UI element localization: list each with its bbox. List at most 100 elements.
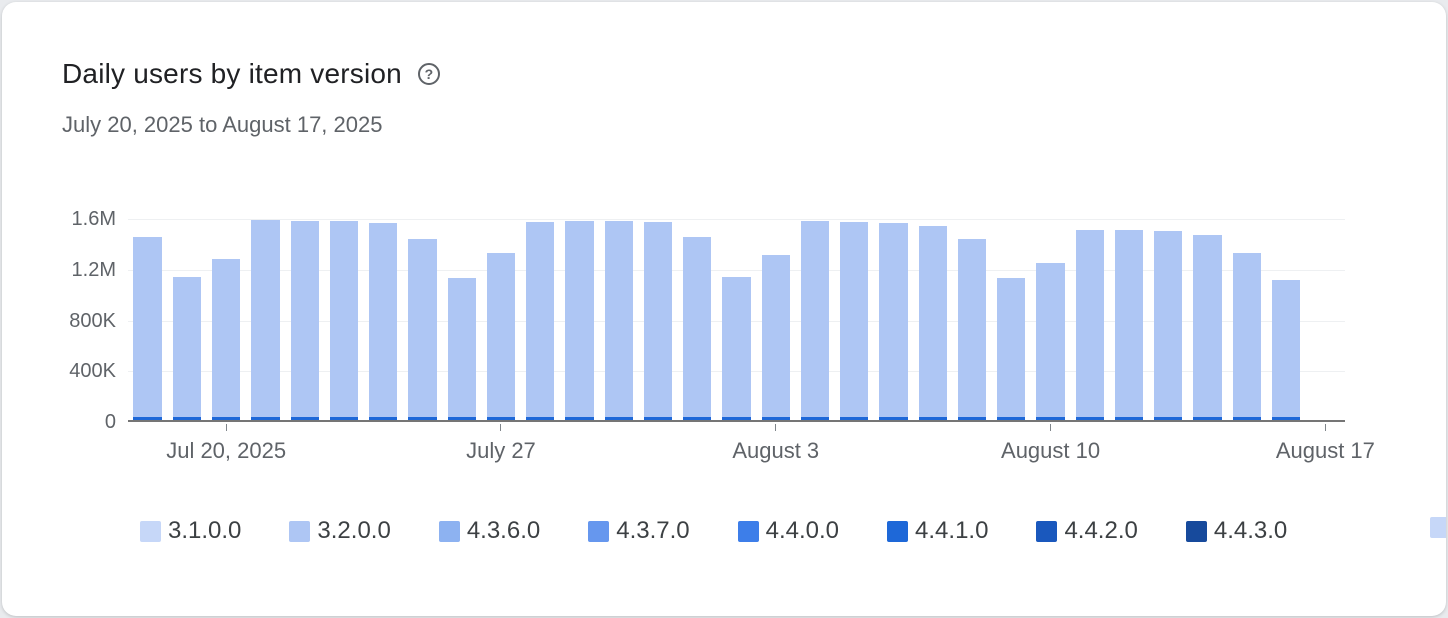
bar-segment-bottom [1232, 416, 1261, 420]
plot-area [128, 219, 1345, 422]
bar-segment-main [251, 219, 280, 417]
tick-mark [1324, 424, 1326, 431]
bar-segment-main [957, 238, 987, 417]
bar[interactable] [840, 222, 869, 420]
bar-segment-main [722, 276, 751, 417]
x-axis-label: August 17 [1275, 438, 1375, 463]
bar[interactable] [212, 258, 241, 420]
bar-segment-bottom [565, 416, 594, 420]
bar-segment-bottom [800, 416, 830, 420]
y-axis-label: 1.6M [71, 208, 116, 230]
legend-item: 3.1.0.0 [140, 517, 241, 545]
legend-label: 4.4.3.0 [1213, 517, 1288, 544]
legend-label: 4.3.7.0 [616, 517, 690, 544]
page-title: Daily users by item version [62, 58, 402, 89]
x-axis-label: Jul 20, 2025 [166, 438, 287, 463]
legend-item: 4.4.1.0 [887, 517, 988, 545]
bar-segment-main [408, 238, 437, 417]
bar[interactable] [1114, 229, 1144, 420]
y-axis-label: 1.2M [71, 258, 116, 281]
bar-segment-main [212, 258, 241, 417]
bar[interactable] [1154, 230, 1183, 420]
x-axis-label: August 3 [732, 438, 820, 463]
legend-label: 4.3.6.0 [466, 517, 541, 544]
bar-segment-bottom [526, 416, 555, 420]
chart-header: Daily users by item version ? [62, 58, 440, 90]
bar-segment-bottom [369, 416, 398, 420]
bar[interactable] [957, 238, 987, 420]
bar[interactable] [1193, 234, 1222, 420]
bar[interactable] [486, 252, 516, 420]
bar-segment-bottom [133, 416, 162, 420]
tick-mark [775, 424, 777, 431]
bar-segment-main [879, 223, 908, 417]
bar[interactable] [369, 223, 398, 420]
bar[interactable] [997, 277, 1026, 420]
legend-swatch [737, 520, 759, 542]
bar[interactable] [683, 237, 712, 420]
bar-segment-main [329, 220, 359, 417]
bar[interactable] [879, 223, 908, 420]
bar[interactable] [643, 222, 673, 420]
bar[interactable] [918, 225, 947, 420]
bar[interactable] [329, 220, 359, 420]
bar-segment-bottom [604, 416, 633, 420]
bar[interactable] [251, 219, 280, 420]
bar-segment-bottom [1114, 416, 1144, 420]
bar-segment-main [761, 255, 790, 417]
x-axis-label: August 10 [1001, 438, 1101, 463]
bar-segment-main [369, 223, 398, 417]
bar[interactable] [408, 238, 437, 420]
bar-segment-main [997, 277, 1026, 417]
bar[interactable] [1271, 280, 1301, 420]
bar-segment-bottom [1271, 416, 1301, 420]
help-icon[interactable]: ? [417, 63, 440, 85]
bar-segment-main [918, 225, 947, 417]
legend-swatch [438, 520, 460, 542]
bar-segment-bottom [329, 416, 359, 420]
bar-segment-bottom [643, 416, 673, 420]
bar[interactable] [1232, 252, 1261, 420]
bar-segment-bottom [172, 416, 202, 420]
bar-segment-main [565, 220, 594, 417]
bar[interactable] [290, 220, 319, 420]
legend-label: 3.2.0.0 [317, 517, 391, 544]
bar-segment-main [840, 222, 869, 417]
tick-mark [1050, 424, 1052, 431]
bar[interactable] [604, 220, 633, 420]
bar[interactable] [1075, 229, 1104, 420]
bar-segment-main [1232, 252, 1261, 417]
legend-item: 3.2.0.0 [289, 517, 391, 545]
bar[interactable] [722, 276, 751, 420]
bar-segment-main [133, 237, 162, 417]
bar[interactable] [565, 220, 594, 420]
bar[interactable] [761, 255, 790, 420]
bar-segment-main [1193, 234, 1222, 417]
bar[interactable] [526, 222, 555, 420]
bar-segment-main [1114, 229, 1144, 417]
bar-chart: Jul 20, 2025 July 27 August 3 August 10 Augu… [128, 219, 1375, 469]
bar-segment-bottom [486, 416, 516, 420]
bar-segment-bottom [1036, 416, 1065, 420]
bar-segment-main [447, 277, 476, 417]
legend-item: 4.3.6.0 [438, 517, 541, 545]
bar[interactable] [133, 237, 162, 420]
bar[interactable] [1036, 262, 1065, 420]
legend-item: 4.4.0.0 [737, 517, 839, 545]
bar-segment-main [526, 222, 555, 417]
legend-label: 4.4.2.0 [1064, 517, 1138, 544]
bar-segment-main [604, 220, 633, 417]
legend-item: 4.4.2.0 [1036, 517, 1138, 545]
date-range-subtitle: July 20, 2025 to August 17, 2025 [62, 112, 383, 137]
bar-segment-bottom [683, 416, 712, 420]
bar-segment-bottom [1154, 416, 1183, 420]
bar[interactable] [447, 277, 476, 420]
legend-label: 3.1.0.0 [168, 517, 242, 544]
gridline [128, 219, 1345, 220]
legend-label: 4.4.1.0 [915, 517, 989, 544]
bar-segment-main [1271, 280, 1301, 417]
bar[interactable] [800, 220, 830, 420]
bar-segment-bottom [879, 416, 908, 420]
bar[interactable] [172, 276, 202, 420]
legend-swatch [588, 520, 610, 542]
